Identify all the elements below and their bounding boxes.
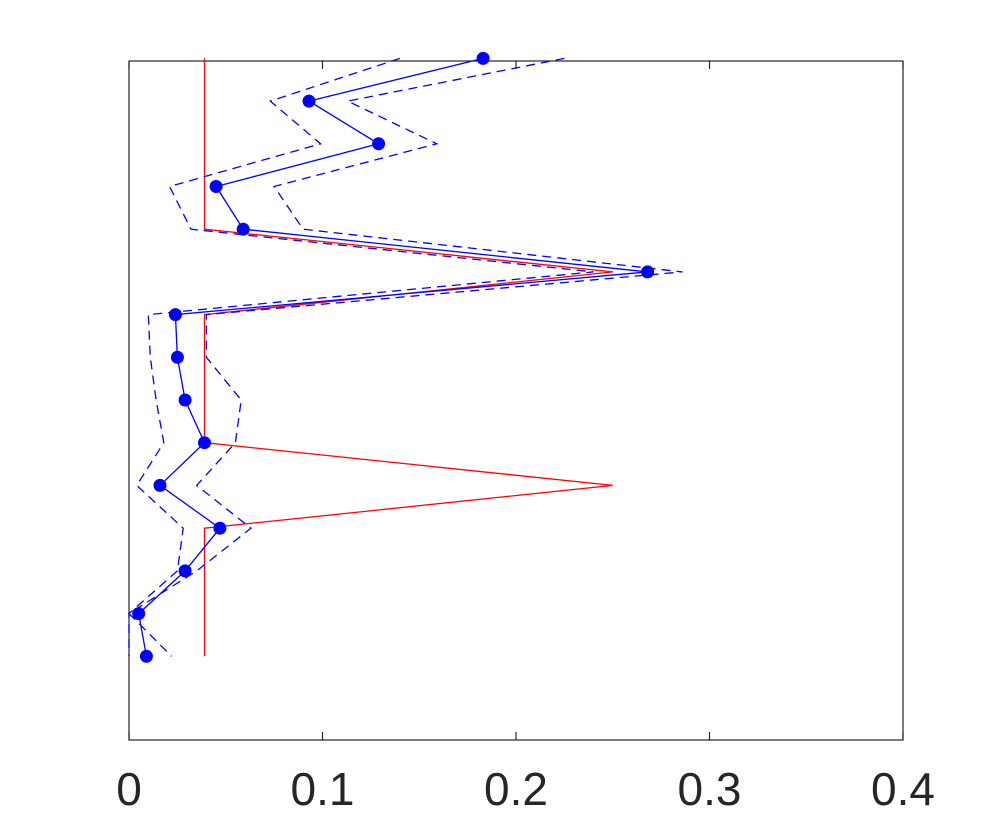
data-point <box>213 521 227 535</box>
data-point <box>236 222 250 236</box>
data-point <box>302 94 316 108</box>
data-point <box>170 350 184 364</box>
data-point <box>641 265 655 279</box>
x-axis: 0 0.1 0.2 0.3 0.4 <box>116 61 935 815</box>
series-layer <box>127 51 683 663</box>
x-tick-label: 0.3 <box>678 763 742 815</box>
data-point <box>178 393 192 407</box>
data-point <box>178 564 192 578</box>
series-line-bound <box>127 57 683 657</box>
x-tick-label: 0.2 <box>484 763 548 815</box>
series-line-reference <box>203 58 613 657</box>
series-line-bound <box>128 57 594 657</box>
x-tick-label: 0 <box>116 763 142 815</box>
data-point <box>139 649 153 663</box>
data-point <box>153 478 167 492</box>
data-point <box>372 137 386 151</box>
data-point <box>476 51 490 65</box>
x-tick-label: 0.4 <box>871 763 935 815</box>
x-tick-label: 0.1 <box>291 763 355 815</box>
data-point <box>168 308 182 322</box>
data-point <box>132 607 146 621</box>
data-point <box>209 180 223 193</box>
plot-area <box>128 60 904 741</box>
data-point <box>198 436 211 450</box>
